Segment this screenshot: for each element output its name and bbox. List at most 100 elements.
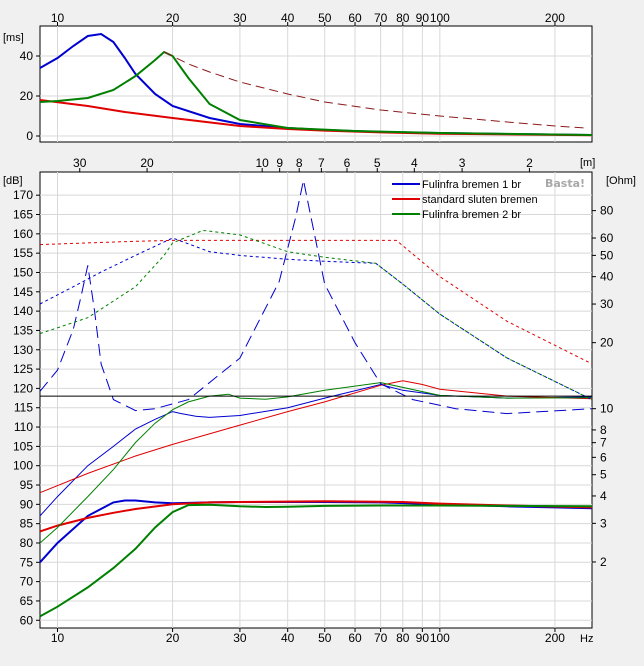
wavelength-tick-label: 30 (73, 156, 87, 170)
bottom-series-line (39, 239, 593, 365)
db-tick-label: 155 (13, 246, 33, 260)
ohm-tick-label: 3 (600, 516, 607, 530)
bottom-x-tick-labels: 10 20 30 40 50 60 70 80 90 100 200 (51, 631, 565, 645)
ohm-tick-labels: 2 3 4 5 678 10 20 30 40 50 60 80 (592, 204, 614, 569)
bottom-series-line (39, 229, 593, 401)
wavelength-tick-label: 5 (374, 156, 381, 170)
watermark: Basta! (545, 177, 585, 190)
db-tick-label: 135 (13, 323, 33, 337)
bottom-x-tick-label: 90 (416, 631, 430, 645)
wavelength-tick-label: 10 (255, 156, 269, 170)
bottom-x-tick-label: 20 (166, 631, 180, 645)
bottom-x-tick-label: 80 (396, 631, 410, 645)
top-plot-area (39, 25, 593, 143)
db-tick-label: 160 (13, 227, 33, 241)
ohm-tick-label: 5 (600, 468, 607, 482)
wavelength-tick-label: 4 (411, 156, 418, 170)
db-tick-label: 130 (13, 343, 33, 357)
bottom-series-line (39, 382, 593, 544)
bottom-x-tick-label: 200 (545, 631, 565, 645)
legend: Fulinfra bremen 1 br standard sluten bre… (392, 179, 538, 221)
hz-axis-label: Hz (580, 633, 593, 645)
db-tick-label: 100 (13, 459, 33, 473)
ohm-tick-label: 6 (600, 450, 607, 464)
db-tick-label: 80 (20, 536, 34, 550)
db-tick-label: 85 (20, 517, 34, 531)
wavelength-axis-label: [m] (580, 157, 595, 169)
db-tick-label: 110 (14, 420, 33, 434)
bottom-x-tick-label: 10 (51, 631, 65, 645)
legend-label-1br: Fulinfra bremen 1 br (422, 179, 521, 191)
top-y-axis-label: [ms] (3, 32, 24, 44)
bottom-series-line (39, 237, 593, 401)
top-x-tick-label: 30 (233, 11, 247, 25)
bottom-series-line (39, 380, 593, 494)
top-x-tick-label: 50 (318, 11, 332, 25)
wavelength-tick-label: 20 (140, 156, 154, 170)
bottom-x-tick-label: 70 (374, 631, 388, 645)
bottom-x-tick-label: 60 (348, 631, 362, 645)
wavelength-tick-labels: 30 20 10 9 8 7 6 5 4 3 2 (73, 156, 533, 172)
top-y-tick-label: 20 (20, 89, 34, 103)
top-x-tick-label: 70 (374, 11, 388, 25)
db-tick-label: 170 (13, 188, 33, 202)
db-tick-label: 150 (13, 265, 33, 279)
bottom-x-tick-label: 100 (430, 631, 450, 645)
top-series-line (39, 50, 593, 136)
top-x-tick-labels: 10 20 30 40 50 60 70 80 90 100 200 (51, 11, 565, 25)
db-tick-label: 165 (13, 208, 33, 222)
top-plot-grid (36, 22, 592, 142)
db-tick-label: 75 (20, 555, 34, 569)
bottom-plot-series (39, 180, 593, 618)
db-tick-label: 125 (13, 362, 33, 376)
db-tick-label: 70 (20, 575, 34, 589)
ohm-tick-label: 60 (600, 231, 614, 245)
ohm-tick-label: 20 (600, 336, 614, 350)
db-tick-label: 90 (20, 497, 34, 511)
db-tick-label: 140 (13, 304, 33, 318)
ohm-tick-label: 30 (600, 297, 614, 311)
ohm-tick-label: 2 (600, 555, 607, 569)
db-tick-label: 65 (20, 594, 34, 608)
wavelength-tick-label: 6 (344, 156, 351, 170)
db-tick-label: 105 (13, 439, 33, 453)
ohm-tick-label: 8 (600, 423, 607, 437)
wavelength-tick-label: 2 (526, 156, 533, 170)
legend-label-2br: Fulinfra bremen 2 br (422, 209, 521, 221)
bottom-x-tick-label: 30 (233, 631, 247, 645)
top-plot-series (39, 32, 593, 137)
bottom-series-line (39, 503, 593, 618)
db-tick-label: 60 (20, 613, 34, 627)
top-y-tick-label: 0 (26, 129, 33, 143)
ohm-tick-label: 40 (600, 270, 614, 284)
bottom-series-line (39, 500, 593, 533)
top-x-tick-label: 100 (430, 11, 450, 25)
top-x-tick-label: 80 (396, 11, 410, 25)
ohm-axis-label: [Ohm] (606, 175, 636, 187)
top-x-tick-label: 90 (416, 11, 430, 25)
db-tick-label: 115 (14, 401, 33, 415)
top-x-tick-label: 10 (51, 11, 65, 25)
top-x-tick-label: 20 (166, 11, 180, 25)
wavelength-tick-label: 7 (318, 156, 325, 170)
ohm-tick-label: 10 (600, 402, 614, 416)
top-y-tick-labels: 0 20 40 (20, 49, 34, 143)
legend-label-standard: standard sluten bremen (422, 194, 538, 206)
top-series-line (163, 51, 586, 129)
db-tick-label: 120 (13, 381, 33, 395)
wavelength-tick-label: 8 (296, 156, 303, 170)
bottom-x-tick-label: 50 (318, 631, 332, 645)
top-x-tick-label: 200 (545, 11, 565, 25)
bottom-series-line (39, 383, 593, 517)
ohm-tick-label: 4 (600, 489, 607, 503)
top-x-tick-label: 40 (281, 11, 295, 25)
ohm-tick-label: 50 (600, 248, 614, 262)
db-axis-label: [dB] (3, 175, 23, 187)
ohm-tick-label: 80 (600, 204, 614, 218)
db-tick-label: 95 (20, 478, 34, 492)
bottom-x-tick-label: 40 (281, 631, 295, 645)
db-tick-label: 145 (13, 285, 33, 299)
ohm-tick-label: 7 (600, 436, 607, 450)
top-y-tick-label: 40 (20, 49, 34, 63)
bottom-plot-grid (36, 172, 592, 632)
